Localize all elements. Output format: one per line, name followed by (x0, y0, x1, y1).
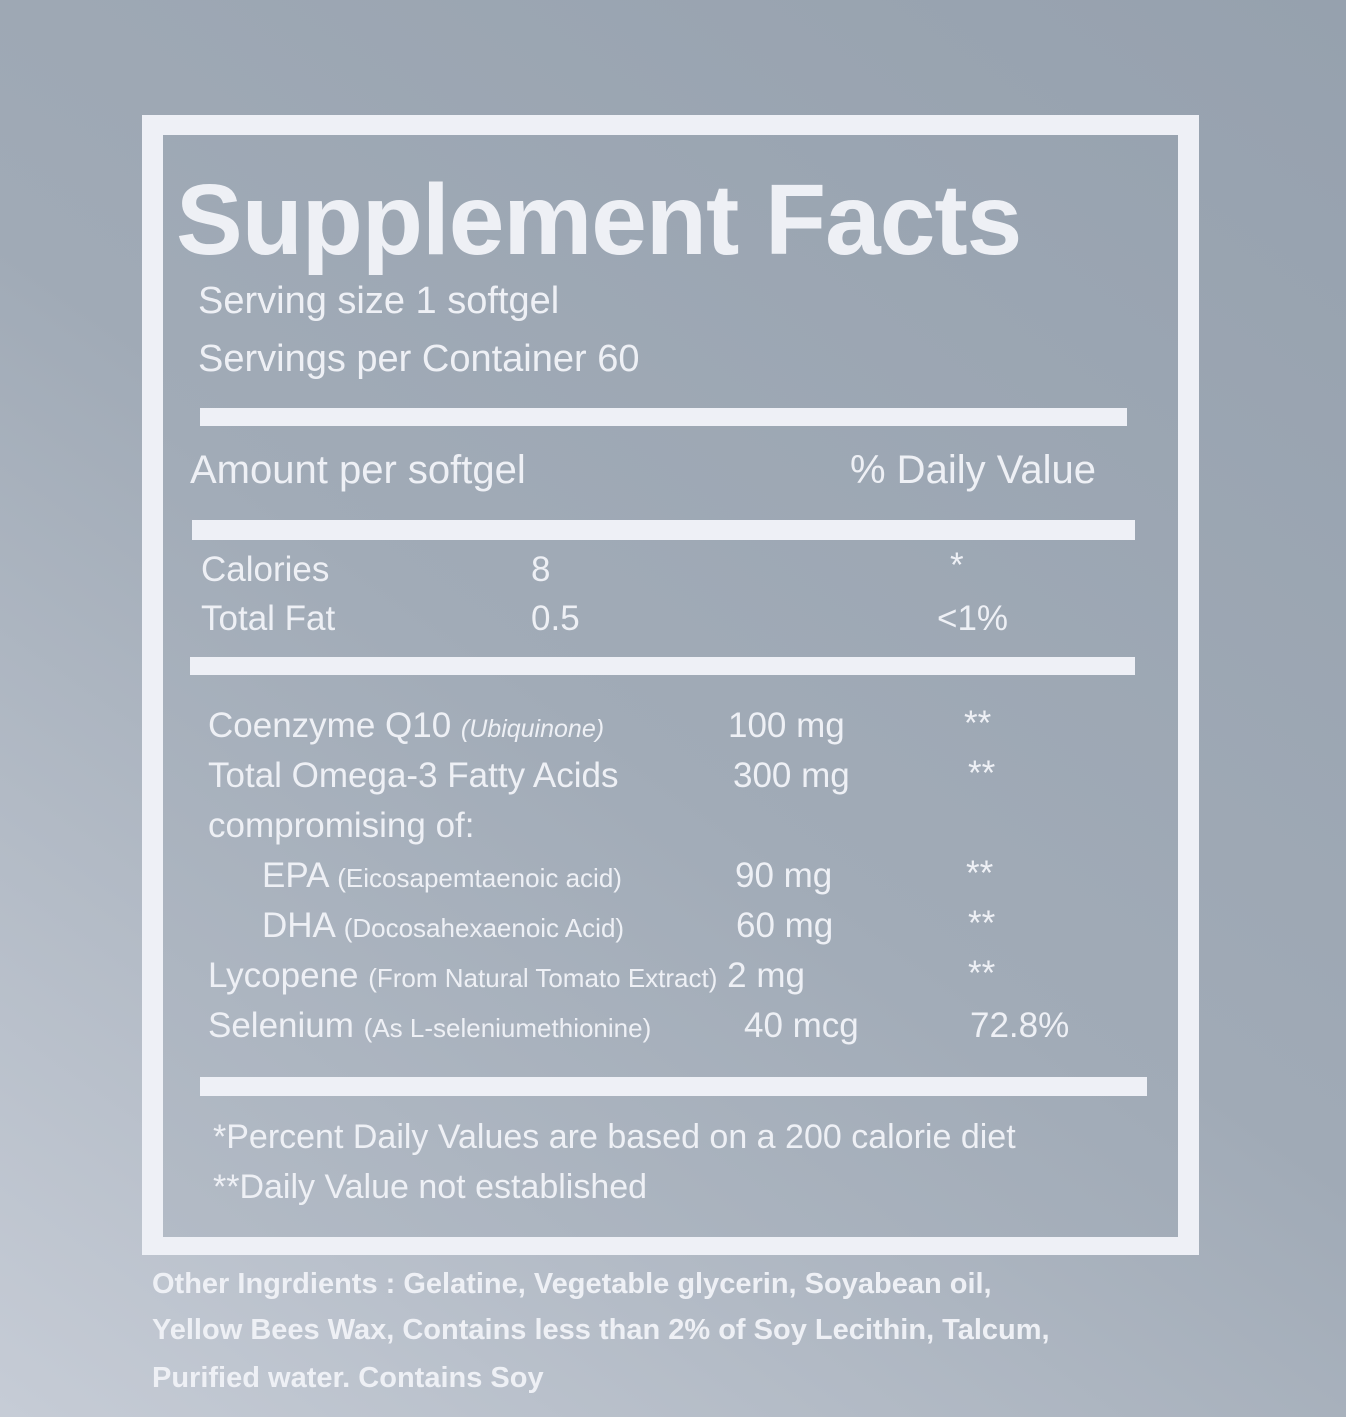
row-dv: <1% (937, 599, 1009, 638)
row-name: Calories (201, 550, 330, 589)
row-dv: ** (968, 954, 996, 993)
other-ingredients-line: Purified water. Contains Soy (152, 1362, 544, 1394)
row-name: Total Omega-3 Fatty Acids (208, 756, 619, 795)
row-note: (Eicosapemtaenoic acid) (337, 863, 622, 893)
row-amount: 8 (531, 550, 551, 589)
row-amount: 0.5 (531, 599, 580, 638)
row-name: compromising of: (208, 806, 475, 845)
divider (200, 408, 1127, 426)
row-dv: ** (968, 904, 996, 943)
daily-value-header: % Daily Value (850, 448, 1097, 492)
other-ingredients-line: Other Ingrdients : Gelatine, Vegetable g… (152, 1268, 992, 1300)
row-note: (From Natural Tomato Extract) (368, 963, 718, 993)
row-name: Total Fat (201, 599, 336, 638)
row-dv: 72.8% (970, 1006, 1070, 1045)
label-title: Supplement Facts (176, 164, 1022, 276)
row-amount: 100 mg (728, 706, 845, 745)
row-note: (As L-seleniumethionine) (363, 1013, 652, 1043)
serving-size: Serving size 1 softgel (198, 280, 560, 322)
label-panel (163, 135, 1178, 1237)
row-amount: 2 mg (727, 956, 805, 995)
footnote-not-established: **Daily Value not established (213, 1168, 648, 1206)
row-amount: 90 mg (735, 856, 833, 895)
row-amount: 300 mg (733, 756, 850, 795)
row-note: (Ubiquinone) (460, 715, 605, 743)
row-amount: 40 mcg (744, 1006, 859, 1045)
divider (200, 1077, 1147, 1096)
row-name: DHA (262, 906, 334, 945)
amount-header: Amount per softgel (190, 448, 526, 492)
row-dv: ** (968, 754, 996, 793)
row-name: Lycopene (208, 956, 359, 995)
other-ingredients-line: Yellow Bees Wax, Contains less than 2% o… (152, 1314, 1050, 1346)
row-name: Selenium (208, 1006, 354, 1045)
footnote-percent: *Percent Daily Values are based on a 200… (213, 1118, 1016, 1156)
row-dv: ** (964, 704, 992, 743)
row-amount: 60 mg (736, 906, 834, 945)
servings-per-container: Servings per Container 60 (198, 338, 640, 380)
divider (192, 520, 1135, 540)
row-note: (Docosahexaenoic Acid) (343, 913, 625, 943)
divider (190, 657, 1135, 675)
row-name: Coenzyme Q10 (208, 706, 452, 745)
row-dv: ** (966, 854, 994, 893)
row-name: EPA (262, 856, 328, 895)
row-dv: * (950, 546, 964, 585)
